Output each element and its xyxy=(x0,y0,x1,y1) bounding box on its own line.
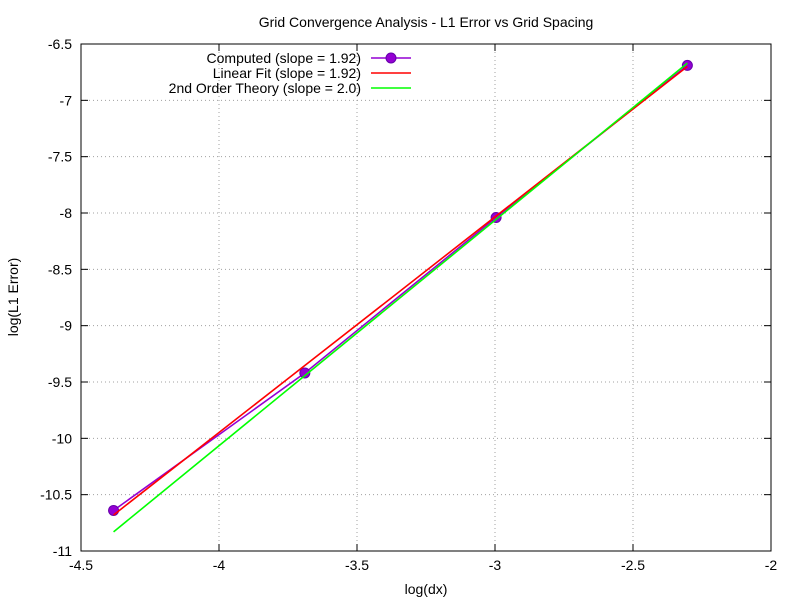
x-axis-label: log(dx) xyxy=(405,581,448,597)
y-tick-label: -7.5 xyxy=(48,149,72,165)
series-line xyxy=(113,62,688,533)
y-axis-label: log(L1 Error) xyxy=(5,258,21,337)
y-tick-label: -10 xyxy=(52,430,72,446)
grid xyxy=(81,44,771,551)
series-layer xyxy=(108,59,693,533)
x-tick-label: -3.5 xyxy=(345,557,369,573)
chart-title: Grid Convergence Analysis - L1 Error vs … xyxy=(259,14,594,30)
x-tick-label: -3 xyxy=(489,557,502,573)
y-tick-label: -8.5 xyxy=(48,261,72,277)
x-tick-label: -2 xyxy=(765,557,778,573)
y-tick-label: -8 xyxy=(60,205,73,221)
y-tick-label: -7 xyxy=(60,92,73,108)
x-tick-label: -4 xyxy=(213,557,226,573)
x-tick-label: -2.5 xyxy=(621,557,645,573)
plot-frame xyxy=(80,43,772,552)
legend-marker xyxy=(385,52,397,64)
legend-label: 2nd Order Theory (slope = 2.0) xyxy=(169,80,361,96)
y-tick-label: -10.5 xyxy=(40,487,72,503)
x-tick-label: -4.5 xyxy=(69,557,93,573)
data-point xyxy=(299,367,311,379)
y-tick-label: -9.5 xyxy=(48,374,72,390)
y-axis: -11 -10.5 -10 -9.5 -9 -8.5 -8 -7.5 -7 -6.5 xyxy=(40,36,771,559)
series-line xyxy=(113,64,688,512)
legend-label: Linear Fit (slope = 1.92) xyxy=(213,65,361,81)
legend-label: Computed (slope = 1.92) xyxy=(207,50,361,66)
y-tick-label: -6.5 xyxy=(48,36,72,52)
y-tick-label: -11 xyxy=(53,543,72,559)
legend: Computed (slope = 1.92)Linear Fit (slope… xyxy=(169,50,411,96)
y-tick-label: -9 xyxy=(60,318,73,334)
x-axis: -4.5 -4 -3.5 -3 -2.5 -2 xyxy=(69,44,777,573)
